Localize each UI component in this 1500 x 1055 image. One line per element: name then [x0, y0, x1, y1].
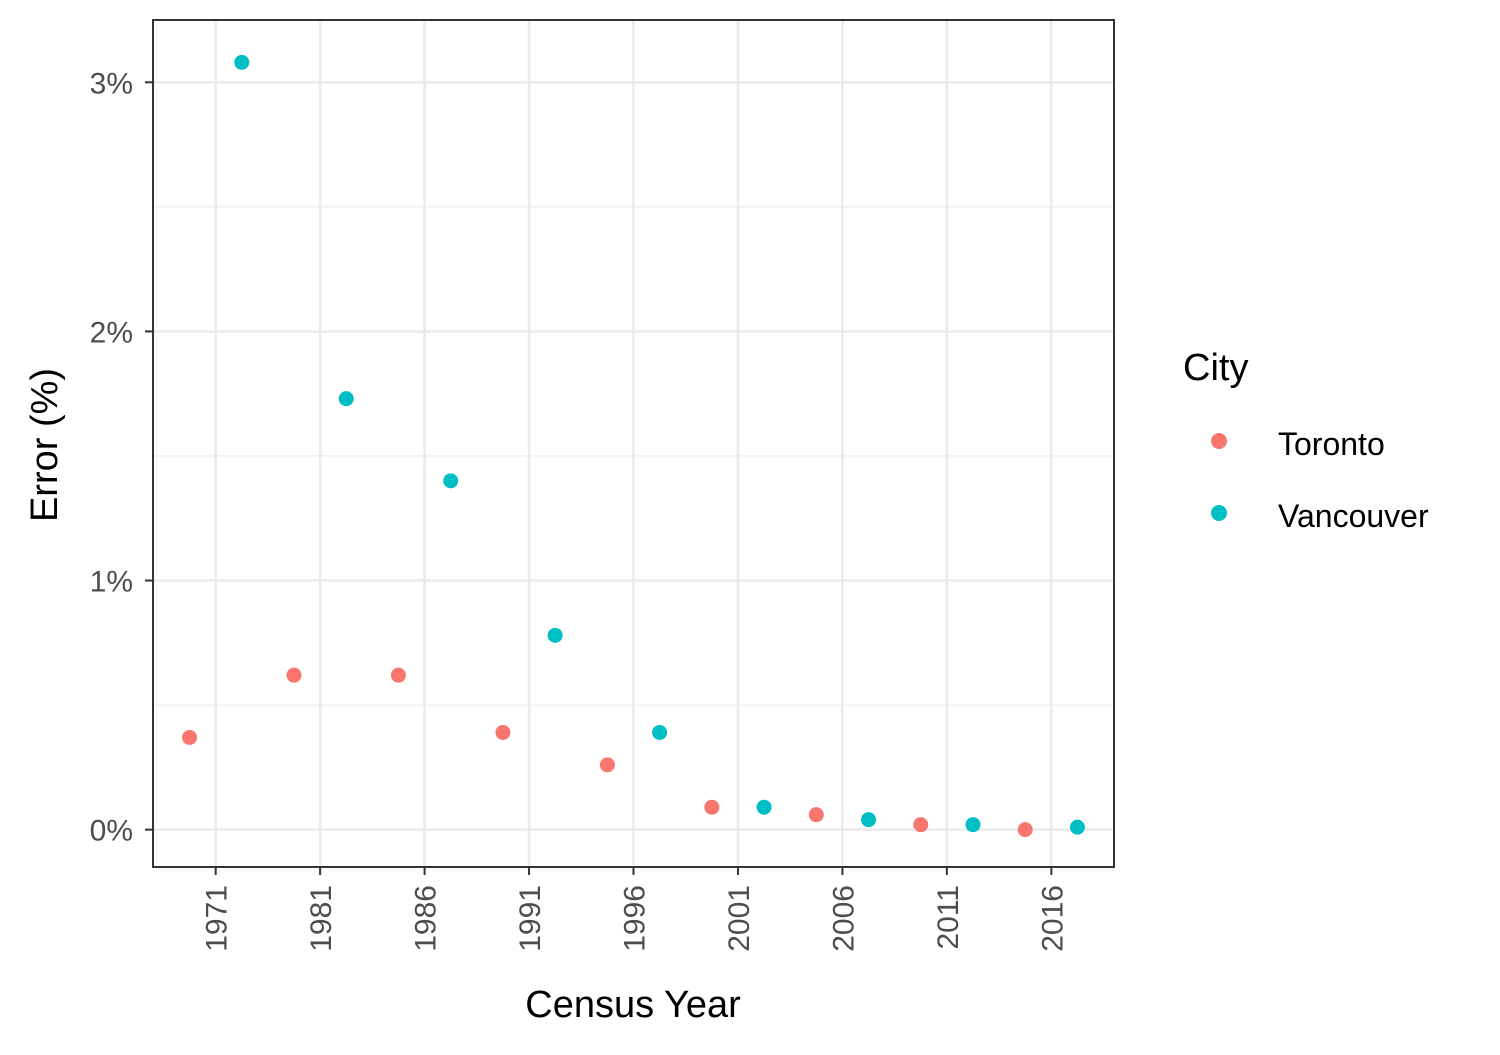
point-toronto	[808, 807, 824, 823]
point-vancouver	[756, 799, 772, 815]
x-axis-title: Census Year	[525, 984, 741, 1026]
point-toronto	[913, 817, 929, 833]
y-tick-label: 1%	[90, 566, 133, 599]
x-tick-label: 2011	[932, 885, 965, 950]
legend-key-toronto	[1211, 433, 1227, 449]
data-points	[182, 54, 1085, 838]
axes: 0% 1% 2% 3% 1971 1981 1986 1991 1996 2001 2006 2011…	[90, 67, 1070, 951]
point-toronto	[704, 799, 720, 815]
point-vancouver	[652, 724, 668, 740]
x-tick-label: 2006	[827, 885, 860, 952]
point-vancouver	[547, 627, 563, 643]
legend-title: City	[1183, 347, 1248, 389]
point-vancouver	[443, 473, 459, 489]
point-toronto	[495, 724, 511, 740]
point-toronto	[1017, 822, 1033, 838]
point-vancouver	[965, 817, 981, 833]
x-tick-label: 1991	[514, 885, 547, 952]
x-tick-label: 1996	[619, 885, 652, 952]
legend: City Toronto Vancouver	[1183, 347, 1429, 534]
point-vancouver	[861, 812, 877, 828]
x-tick-label: 1981	[305, 885, 338, 952]
x-tick-label: 2016	[1036, 885, 1069, 952]
point-vancouver	[338, 391, 354, 407]
point-toronto	[599, 757, 615, 773]
legend-key-vancouver	[1211, 505, 1227, 521]
y-tick-label: 0%	[90, 815, 133, 848]
point-toronto	[182, 729, 198, 745]
x-tick-label: 1971	[201, 885, 234, 952]
y-axis-title: Error (%)	[24, 368, 66, 522]
legend-label-vancouver: Vancouver	[1278, 498, 1429, 534]
point-toronto	[390, 667, 406, 683]
point-vancouver	[1069, 819, 1085, 835]
point-vancouver	[234, 54, 250, 70]
point-toronto	[286, 667, 302, 683]
x-tick-label: 2001	[723, 885, 756, 952]
legend-label-toronto: Toronto	[1278, 426, 1385, 462]
y-tick-label: 2%	[90, 316, 133, 349]
y-tick-label: 3%	[90, 67, 133, 100]
grid-lines	[153, 20, 1114, 867]
x-tick-label: 1986	[410, 885, 443, 952]
